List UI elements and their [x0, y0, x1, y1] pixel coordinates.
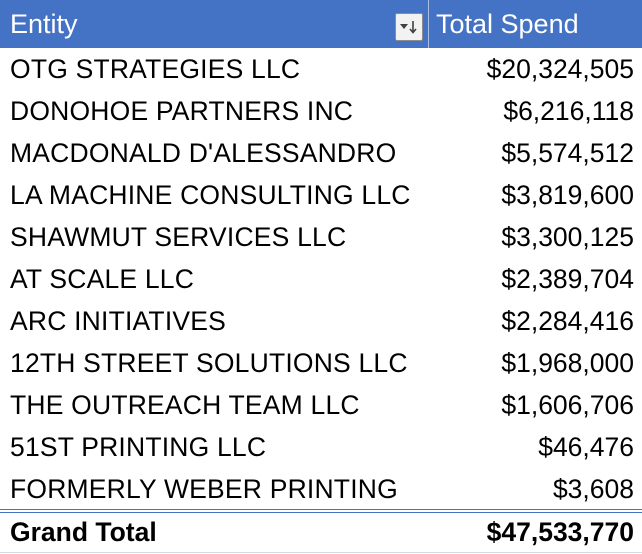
spend-cell[interactable]: $3,819,600	[501, 180, 634, 210]
header-row: Entity Total Spend	[0, 0, 642, 48]
spend-cell[interactable]: $3,608	[552, 474, 634, 504]
table-row[interactable]: DONOHOE PARTNERS INC $6,216,118	[0, 90, 642, 132]
entity-cell[interactable]: MACDONALD D'ALESSANDRO	[10, 138, 397, 168]
grand-total-row[interactable]: Grand Total $47,533,770	[0, 512, 642, 552]
grand-total-value[interactable]: $47,533,770	[486, 517, 634, 547]
table-row[interactable]: AT SCALE LLC $2,389,704	[0, 258, 642, 300]
table-row[interactable]: OTG STRATEGIES LLC $20,324,505	[0, 48, 642, 90]
spend-cell[interactable]: $1,606,706	[501, 390, 634, 420]
spend-cell[interactable]: $20,324,505	[486, 54, 634, 84]
spend-cell[interactable]: $2,284,416	[501, 306, 634, 336]
entity-cell[interactable]: AT SCALE LLC	[10, 264, 195, 294]
entity-cell[interactable]: LA MACHINE CONSULTING LLC	[10, 180, 411, 210]
entity-cell[interactable]: DONOHOE PARTNERS INC	[10, 96, 354, 126]
table-row[interactable]: 51ST PRINTING LLC $46,476	[0, 426, 642, 468]
table-body: OTG STRATEGIES LLC $20,324,505 DONOHOE P…	[0, 48, 642, 510]
table-row[interactable]: THE OUTREACH TEAM LLC $1,606,706	[0, 384, 642, 426]
spend-cell[interactable]: $2,389,704	[501, 264, 634, 294]
table-row[interactable]: SHAWMUT SERVICES LLC $3,300,125	[0, 216, 642, 258]
entity-cell[interactable]: OTG STRATEGIES LLC	[10, 54, 301, 84]
entity-cell[interactable]: ARC INITIATIVES	[10, 306, 227, 336]
bottom-gridline	[0, 552, 642, 553]
table-row[interactable]: MACDONALD D'ALESSANDRO $5,574,512	[0, 132, 642, 174]
grand-total-border-inner	[0, 512, 642, 513]
column-divider	[428, 0, 429, 48]
spend-cell[interactable]: $6,216,118	[503, 96, 634, 126]
table-row[interactable]: 12TH STREET SOLUTIONS LLC $1,968,000	[0, 342, 642, 384]
grand-total-label[interactable]: Grand Total	[10, 517, 157, 547]
entity-cell[interactable]: SHAWMUT SERVICES LLC	[10, 222, 347, 252]
table-row[interactable]: ARC INITIATIVES $2,284,416	[0, 300, 642, 342]
spend-cell[interactable]: $1,968,000	[501, 348, 634, 378]
spend-cell[interactable]: $3,300,125	[501, 222, 634, 252]
spend-cell[interactable]: $46,476	[538, 432, 634, 462]
entity-column-header[interactable]: Entity	[10, 9, 78, 39]
entity-cell[interactable]: 12TH STREET SOLUTIONS LLC	[10, 348, 408, 378]
entity-cell[interactable]: THE OUTREACH TEAM LLC	[10, 390, 360, 420]
table-row[interactable]: FORMERLY WEBER PRINTING $3,608	[0, 468, 642, 510]
grand-total-border-top	[0, 509, 642, 510]
entity-cell[interactable]: FORMERLY WEBER PRINTING	[10, 474, 398, 504]
sort-descending-filter-icon	[400, 21, 417, 34]
spend-cell[interactable]: $5,574,512	[501, 138, 634, 168]
filter-dropdown-button[interactable]	[395, 13, 423, 41]
entity-cell[interactable]: 51ST PRINTING LLC	[10, 432, 267, 462]
total-spend-column-header[interactable]: Total Spend	[436, 9, 579, 39]
table-row[interactable]: LA MACHINE CONSULTING LLC $3,819,600	[0, 174, 642, 216]
